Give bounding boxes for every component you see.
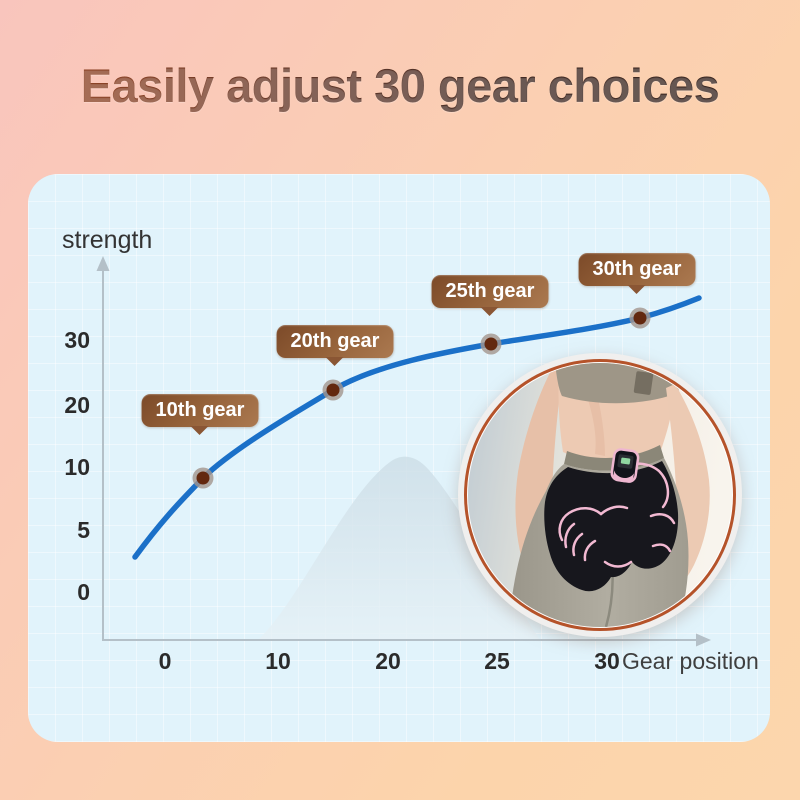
- callout-25th-gear: 25th gear: [431, 275, 549, 308]
- y-axis-title: strength: [62, 226, 153, 254]
- x-tick-20: 20: [375, 648, 401, 674]
- model-left-arm: [650, 384, 710, 596]
- y-tick-5: 5: [77, 517, 90, 543]
- y-tick-20: 20: [64, 392, 90, 418]
- y-tick-30: 30: [64, 327, 90, 353]
- x-axis-title: Gear position: [622, 648, 759, 674]
- massager-wrap: [544, 461, 679, 592]
- x-tick-10: 10: [265, 648, 291, 674]
- x-tick-0: 0: [158, 648, 172, 674]
- y-tick-0: 0: [77, 579, 90, 605]
- page-title: Easily adjust 30 gear choices: [0, 58, 800, 113]
- callout-30th-gear: 30th gear: [578, 253, 696, 286]
- x-tick-30: 30: [594, 648, 620, 674]
- callout-10th-gear: 10th gear: [141, 394, 259, 427]
- y-tick-10: 10: [64, 454, 90, 480]
- callout-20th-gear: 20th gear: [276, 325, 394, 358]
- product-photo-inset: [458, 353, 742, 637]
- massager-device: [610, 448, 640, 483]
- x-tick-25: 25: [484, 648, 510, 674]
- model-illustration: [468, 363, 732, 627]
